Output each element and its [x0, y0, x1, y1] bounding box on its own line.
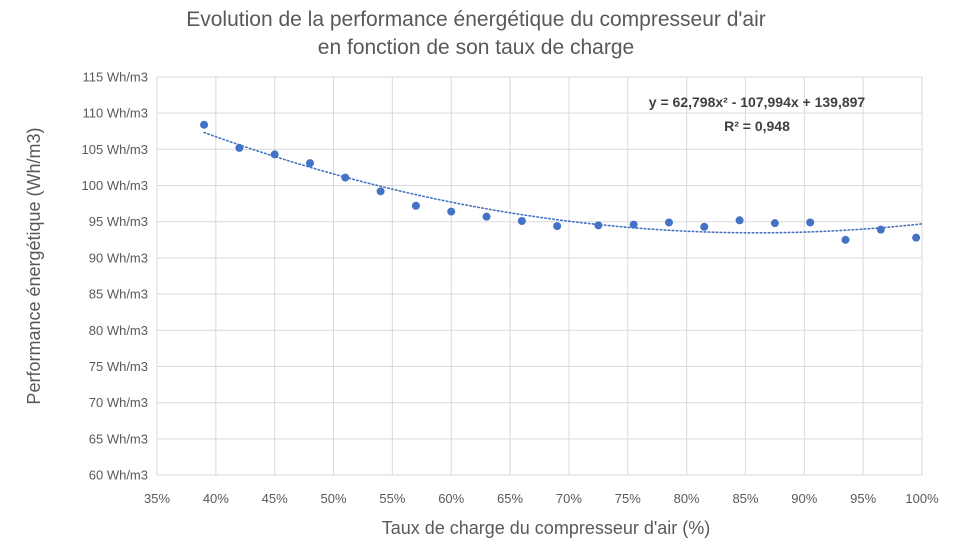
x-tick-label: 80% — [674, 491, 700, 506]
y-tick-label: 70 Wh/m3 — [89, 395, 148, 410]
y-tick-label: 105 Wh/m3 — [82, 142, 148, 157]
y-tick-label: 95 Wh/m3 — [89, 214, 148, 229]
data-point — [664, 218, 673, 227]
data-point — [376, 187, 385, 196]
trendline-equation: y = 62,798x² - 107,994x + 139,897 — [649, 94, 866, 110]
x-tick-label: 100% — [905, 491, 939, 506]
x-tick-label: 85% — [732, 491, 758, 506]
trendline — [203, 131, 923, 234]
x-axis-title: Taux de charge du compresseur d'air (%) — [382, 518, 711, 538]
x-tick-label: 55% — [379, 491, 405, 506]
y-tick-label: 85 Wh/m3 — [89, 287, 148, 302]
data-point — [553, 222, 562, 231]
data-point — [629, 220, 638, 229]
data-point — [411, 201, 420, 210]
y-tick-label: 110 Wh/m3 — [82, 106, 148, 121]
data-points — [200, 120, 921, 244]
y-tick-label: 75 Wh/m3 — [89, 359, 148, 374]
x-tick-label: 50% — [321, 491, 347, 506]
data-point — [912, 233, 921, 242]
data-point — [876, 225, 885, 234]
x-axis-tick-labels: 35% 40% 45% 50% 55% 60% 65% 70% 75% 80% 85% 90% 95% 1… — [144, 491, 939, 506]
y-tick-label: 115 Wh/m3 — [82, 70, 148, 85]
data-point — [200, 120, 209, 129]
y-tick-label: 80 Wh/m3 — [89, 323, 148, 338]
chart-title-line1: Evolution de la performance énergétique … — [186, 8, 766, 31]
y-tick-label: 90 Wh/m3 — [89, 250, 148, 265]
data-point — [735, 216, 744, 225]
data-point — [517, 217, 526, 226]
data-point — [270, 150, 279, 159]
y-axis-title: Performance énergétique (Wh/m3) — [24, 127, 44, 404]
data-point — [806, 218, 815, 227]
x-tick-label: 75% — [615, 491, 641, 506]
x-tick-label: 60% — [438, 491, 464, 506]
x-tick-label: 65% — [497, 491, 523, 506]
data-point — [235, 143, 244, 152]
data-point — [306, 159, 314, 168]
data-point — [594, 221, 603, 230]
chart-title-line2: en fonction de son taux de charge — [318, 36, 634, 59]
grid — [156, 76, 923, 476]
data-point — [841, 235, 850, 244]
x-tick-label: 70% — [556, 491, 582, 506]
y-tick-label: 100 Wh/m3 — [82, 178, 148, 193]
x-tick-label: 45% — [262, 491, 288, 506]
data-point — [770, 219, 779, 228]
data-point — [482, 212, 491, 221]
y-tick-label: 65 Wh/m3 — [89, 431, 148, 446]
data-point — [341, 173, 350, 182]
trendline-r-squared: R² = 0,948 — [724, 118, 790, 134]
y-tick-label: 60 Wh/m3 — [89, 468, 148, 483]
y-axis-tick-labels: 115 Wh/m3 110 Wh/m3 105 Wh/m3 100 Wh/m3 95 W… — [82, 70, 148, 483]
x-tick-label: 40% — [203, 491, 229, 506]
x-tick-label: 95% — [850, 491, 876, 506]
data-point — [700, 222, 709, 231]
data-point — [447, 207, 456, 216]
x-tick-label: 90% — [791, 491, 817, 506]
x-tick-label: 35% — [144, 491, 170, 506]
